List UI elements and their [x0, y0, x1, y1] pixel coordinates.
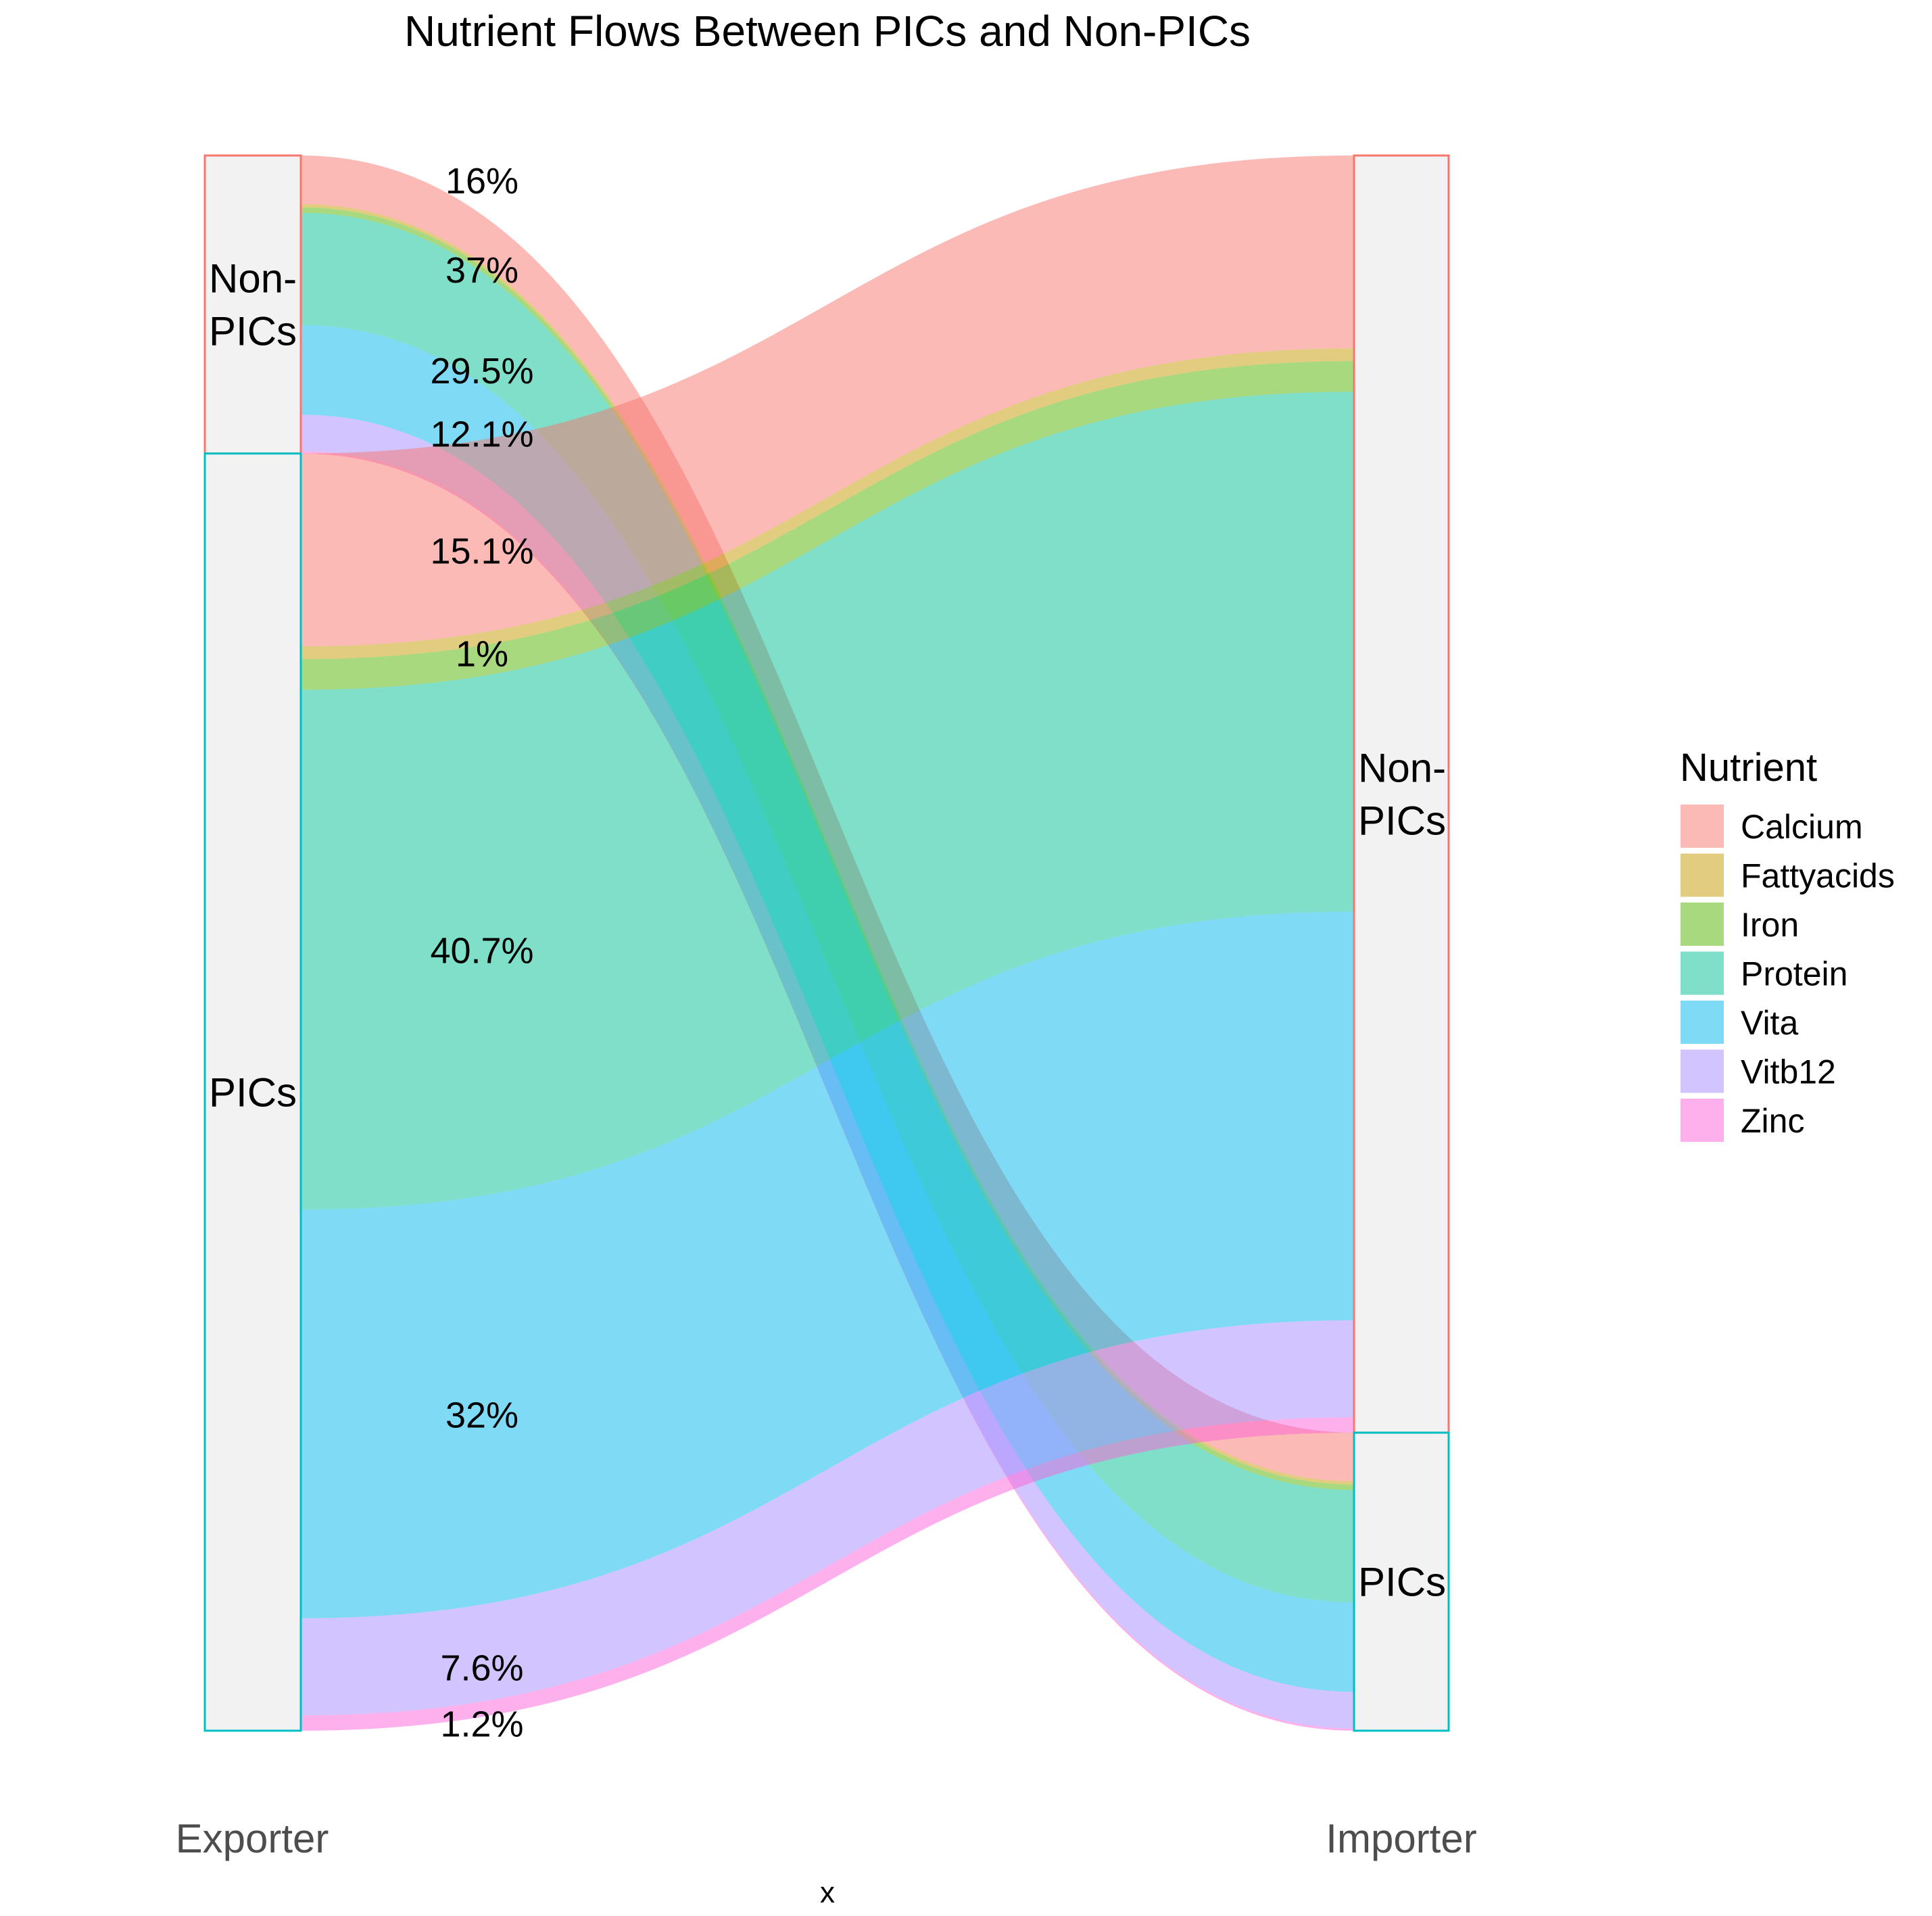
- pct-label-pics-vitb12: 7.6%: [440, 1648, 523, 1688]
- flow-pics-iron: [301, 361, 1354, 690]
- legend-swatch-calcium: [1681, 805, 1724, 848]
- importer-stratum-non-pics: [1353, 154, 1450, 1434]
- pct-label-non-pics-vitb12: 12.1%: [430, 414, 533, 455]
- pct-label-pics-vita: 32%: [445, 1395, 518, 1435]
- flow-pics-calcium: [301, 155, 1354, 647]
- importer-stratum-pics-label: PICs: [1358, 1560, 1446, 1605]
- percent-labels: 16% 37% 29.5% 12.1% 15.1% 1% 40.7% 32% 7.6% 1.2%: [430, 161, 533, 1745]
- pct-label-pics-calcium: 15.1%: [430, 531, 533, 571]
- legend-swatch-fattyacids: [1681, 853, 1724, 897]
- legend-label-vitb12: Vitb12: [1741, 1053, 1836, 1091]
- legend-swatch-iron: [1681, 903, 1724, 946]
- flow-pics-protein: [301, 391, 1354, 1210]
- legend: Nutrient Calcium Fattyacids Iron Protein Vit…: [1680, 746, 1895, 1142]
- importer-stratum-pics: [1353, 1431, 1450, 1732]
- x-axis-label: x: [820, 1876, 835, 1909]
- pct-label-pics-fattyacids: 1%: [456, 634, 508, 675]
- exporter-stratum-non-pics-label: Non-PICs: [209, 256, 297, 354]
- flow-pics-vitb12: [301, 1320, 1354, 1716]
- flow-pics-vita: [301, 911, 1354, 1619]
- pct-label-pics-protein: 40.7%: [430, 931, 533, 972]
- exporter-stratum-pics-label: PICs: [209, 1070, 297, 1115]
- pct-label-non-pics-vita: 29.5%: [430, 351, 533, 391]
- exporter-stratum-non-pics: [203, 154, 302, 455]
- exporter-stratum-pics: [203, 452, 302, 1732]
- x-tick-importer: Importer: [1326, 1816, 1476, 1861]
- pct-label-non-pics-protein: 37%: [445, 250, 518, 291]
- legend-swatch-vitb12: [1681, 1049, 1724, 1093]
- pct-label-pics-zinc: 1.2%: [440, 1704, 523, 1745]
- legend-items: Calcium Fattyacids Iron Protein Vita Vitb12 Zi…: [1681, 805, 1895, 1142]
- legend-title: Nutrient: [1680, 746, 1817, 790]
- legend-label-iron: Iron: [1741, 906, 1799, 944]
- legend-swatch-zinc: [1681, 1099, 1724, 1142]
- legend-label-fattyacids: Fattyacids: [1741, 857, 1895, 895]
- strata-layer: Non-PICs PICs Non-PICs PICs: [203, 154, 1450, 1732]
- legend-label-zinc: Zinc: [1741, 1102, 1804, 1140]
- pct-label-non-pics-calcium: 16%: [445, 161, 518, 201]
- legend-swatch-protein: [1681, 951, 1724, 995]
- x-tick-exporter: Exporter: [176, 1816, 329, 1861]
- chart-title: Nutrient Flows Between PICs and Non-PICs: [404, 7, 1251, 55]
- importer-stratum-non-pics-label: Non-PICs: [1358, 746, 1446, 844]
- legend-label-vita: Vita: [1741, 1004, 1798, 1042]
- legend-swatch-vita: [1681, 1001, 1724, 1044]
- flow-pics-zinc: [301, 1417, 1354, 1731]
- flow-pics-fattyacids: [301, 348, 1354, 659]
- legend-label-protein: Protein: [1741, 955, 1848, 993]
- flows-layer: [301, 155, 1354, 1731]
- legend-label-calcium: Calcium: [1741, 808, 1863, 846]
